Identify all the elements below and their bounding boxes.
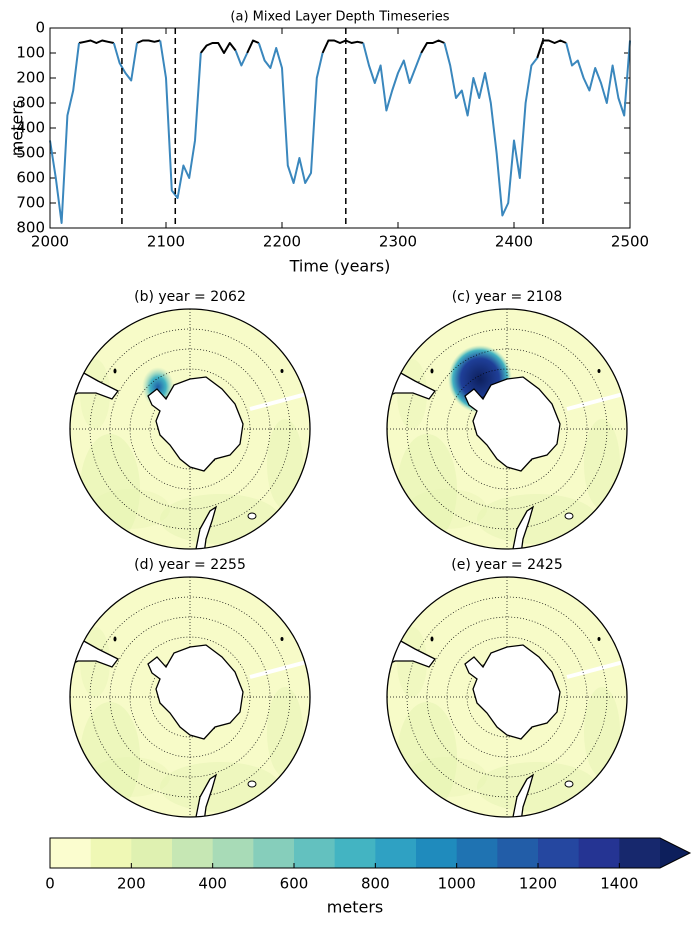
map-panel — [387, 577, 627, 817]
colorbar-extension — [660, 838, 690, 868]
africa — [194, 505, 218, 549]
colorbar-bin — [538, 838, 580, 868]
y-tick-label: 200 — [16, 69, 45, 87]
shallow-patch — [160, 762, 280, 812]
map-border — [69, 308, 311, 550]
missing-strip — [249, 391, 310, 411]
shallow-patch — [90, 757, 170, 797]
plot-frame — [49, 27, 631, 229]
panel-title: (b) year = 2062 — [134, 289, 246, 305]
x-tick-label: 2400 — [495, 233, 533, 251]
chart-title: (a) Mixed Layer Depth Timeseries — [230, 10, 449, 25]
missing-strip — [566, 391, 627, 411]
colorbar-label: meters — [327, 898, 383, 917]
colorbar-bin — [294, 838, 336, 868]
latitude-line — [109, 616, 271, 778]
island — [280, 369, 284, 373]
colorbar-bin — [172, 838, 214, 868]
shallow-patch — [407, 489, 487, 529]
island — [564, 780, 574, 788]
island — [564, 512, 574, 520]
panel-title: (d) year = 2255 — [134, 557, 246, 573]
y-axis-label: meters — [8, 100, 27, 156]
colorbar-bin — [456, 838, 498, 868]
shallow-patch — [267, 419, 303, 509]
island — [597, 369, 601, 373]
y-tick-label: 600 — [16, 169, 45, 187]
island — [113, 636, 117, 642]
africa — [511, 505, 535, 549]
colorbar-tick-label: 0 — [45, 875, 55, 893]
colorbar-tick-label: 1000 — [438, 875, 476, 893]
x-tick-label: 2100 — [147, 233, 185, 251]
antarctica — [147, 644, 244, 740]
colorbar-bin — [90, 838, 132, 868]
island — [430, 636, 434, 642]
y-tick-label: 700 — [16, 194, 45, 212]
colorbar-bin — [131, 838, 173, 868]
island — [247, 512, 257, 520]
y-tick-label: 0 — [35, 19, 45, 37]
latitude-line — [109, 348, 271, 510]
shallow-patch — [90, 489, 170, 529]
map-border — [386, 576, 628, 818]
shallow-patch — [477, 494, 597, 544]
y-tick-label: 400 — [16, 119, 45, 137]
africa — [511, 773, 535, 817]
latitude-line — [426, 616, 588, 778]
x-axis-label: Time (years) — [289, 257, 391, 276]
island — [597, 637, 601, 641]
colorbar-bin — [50, 838, 92, 868]
colorbar-tick-label: 400 — [198, 875, 227, 893]
colorbar-bin — [334, 838, 376, 868]
shallow-patch — [407, 757, 487, 797]
colorbar-tick-label: 800 — [361, 875, 390, 893]
shallow-patch — [267, 687, 303, 777]
island — [430, 368, 434, 374]
shallow-patch — [584, 419, 620, 509]
y-tick-label: 800 — [16, 219, 45, 237]
colorbar-tick-label: 600 — [280, 875, 309, 893]
x-tick-label: 2200 — [263, 233, 301, 251]
colorbar-bin — [619, 838, 661, 868]
map-border — [69, 576, 311, 818]
map-panel — [70, 309, 310, 549]
x-tick-label: 2000 — [31, 233, 69, 251]
island — [247, 780, 257, 788]
y-tick-label: 100 — [16, 44, 45, 62]
antarctica — [147, 376, 244, 472]
colorbar-tick-label: 200 — [117, 875, 146, 893]
colorbar-tick-label: 1400 — [600, 875, 638, 893]
missing-strip — [566, 659, 627, 679]
shallow-patch — [477, 762, 597, 812]
map-border — [386, 308, 628, 550]
latitude-line — [426, 348, 588, 510]
shallow-patch — [160, 494, 280, 544]
shallow-patch — [584, 687, 620, 777]
colorbar-bin — [253, 838, 295, 868]
island — [280, 637, 284, 641]
colorbar-bin — [375, 838, 417, 868]
africa — [194, 773, 218, 817]
x-tick-label: 2300 — [379, 233, 417, 251]
x-tick-label: 2500 — [611, 233, 649, 251]
series-line — [49, 40, 631, 224]
panel-title: (e) year = 2425 — [451, 557, 562, 573]
panel-title: (c) year = 2108 — [452, 289, 563, 305]
y-tick-label: 500 — [16, 144, 45, 162]
antarctica — [464, 376, 561, 472]
missing-strip — [249, 659, 310, 679]
colorbar-bin — [212, 838, 254, 868]
map-panel — [387, 309, 627, 549]
colorbar-bin — [416, 838, 458, 868]
colorbar-tick-label: 1200 — [519, 875, 557, 893]
island — [113, 368, 117, 374]
antarctica — [464, 644, 561, 740]
map-panel — [70, 577, 310, 817]
y-tick-label: 300 — [16, 94, 45, 112]
colorbar-bin — [497, 838, 539, 868]
colorbar-bin — [578, 838, 620, 868]
